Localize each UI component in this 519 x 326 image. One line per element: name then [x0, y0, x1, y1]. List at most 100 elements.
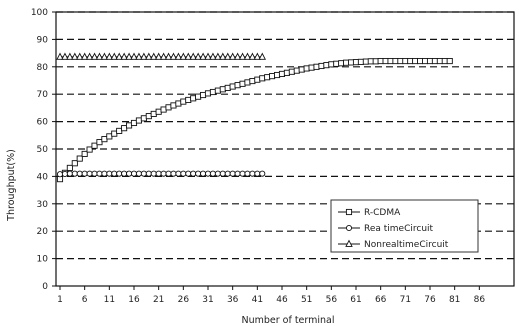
data-point	[149, 52, 158, 60]
data-point	[56, 171, 64, 178]
data-point	[209, 88, 216, 96]
data-point	[95, 52, 104, 60]
data-point	[234, 170, 241, 177]
data-point	[249, 77, 256, 85]
data-point	[100, 52, 109, 60]
data-point	[407, 57, 414, 65]
data-point	[105, 52, 114, 60]
data-point	[209, 170, 216, 177]
data-point	[397, 57, 404, 65]
data-point	[392, 57, 399, 65]
data-point	[56, 176, 64, 183]
data-point	[412, 57, 419, 65]
data-point	[179, 52, 188, 60]
legend-marker	[345, 224, 353, 232]
data-point	[110, 52, 119, 60]
data-point	[126, 170, 133, 177]
data-point	[204, 170, 212, 177]
data-point	[200, 170, 207, 177]
plot-frame	[55, 11, 515, 287]
data-point	[436, 57, 443, 65]
data-point	[135, 170, 142, 177]
data-point	[387, 57, 394, 65]
data-point	[417, 57, 424, 65]
data-point	[76, 170, 83, 177]
data-point	[239, 170, 246, 177]
legend-marker	[345, 208, 353, 216]
data-point	[214, 52, 222, 60]
data-point	[214, 87, 221, 94]
data-point	[86, 170, 93, 177]
data-point	[130, 52, 138, 60]
data-point	[377, 57, 384, 65]
data-point	[81, 170, 88, 177]
data-point	[402, 57, 409, 65]
data-point	[288, 68, 295, 75]
data-point	[189, 52, 197, 60]
data-point	[223, 52, 232, 60]
x-tick-label: 66	[375, 295, 387, 305]
x-tick-label: 46	[276, 295, 288, 305]
data-point	[204, 90, 212, 97]
data-point	[81, 150, 88, 157]
x-tick-label: 71	[400, 295, 411, 305]
data-point	[96, 139, 103, 146]
data-point	[318, 62, 325, 70]
data-point	[165, 170, 172, 177]
legend-label: NonrealtimeCircuit	[364, 240, 449, 250]
legend-box	[330, 199, 479, 253]
data-point	[190, 95, 197, 102]
legend-label: R-CDMA	[364, 208, 401, 218]
data-point	[140, 170, 147, 177]
data-point	[101, 136, 108, 143]
data-point	[348, 59, 355, 66]
legend-label: Rea timeCircuit	[364, 224, 434, 234]
data-point	[259, 170, 266, 177]
legend: R-CDMA Rea timeCircuit NonrealtimeCircuit	[330, 199, 479, 253]
x-tick-label: 76	[424, 295, 436, 305]
data-point	[264, 74, 271, 81]
data-point	[145, 52, 153, 60]
data-point	[174, 52, 183, 60]
data-point	[180, 170, 187, 177]
data-point	[111, 130, 118, 137]
data-point	[298, 66, 305, 73]
data-point	[274, 71, 281, 79]
y-tick-label: 50	[37, 145, 49, 155]
data-point	[101, 170, 108, 177]
data-point	[352, 59, 360, 66]
data-point	[175, 100, 182, 107]
data-point	[253, 52, 262, 60]
data-point	[224, 170, 231, 177]
data-point	[209, 52, 217, 60]
data-point	[195, 170, 202, 177]
data-point	[258, 52, 267, 60]
x-tick-label: 26	[178, 295, 190, 305]
data-point	[313, 63, 320, 70]
data-point	[61, 52, 69, 60]
series-square	[56, 57, 453, 183]
data-point	[56, 52, 64, 60]
data-point	[111, 170, 118, 177]
x-tick-label: 11	[104, 295, 115, 305]
data-point	[120, 52, 128, 60]
data-point	[66, 164, 73, 171]
data-point	[164, 52, 173, 60]
data-point	[190, 170, 197, 177]
data-point	[200, 91, 207, 99]
data-point	[308, 64, 315, 71]
x-tick-label: 6	[82, 295, 88, 305]
data-point	[214, 170, 221, 177]
legend-marker	[345, 239, 353, 247]
data-point	[145, 113, 152, 120]
data-point	[96, 170, 103, 177]
data-point	[126, 122, 133, 129]
data-point	[233, 52, 242, 60]
y-axis-label: Throughput(%)	[6, 149, 17, 222]
data-point	[150, 170, 157, 177]
data-point	[91, 142, 98, 149]
x-tick-label: 61	[350, 295, 361, 305]
data-point	[254, 170, 261, 177]
